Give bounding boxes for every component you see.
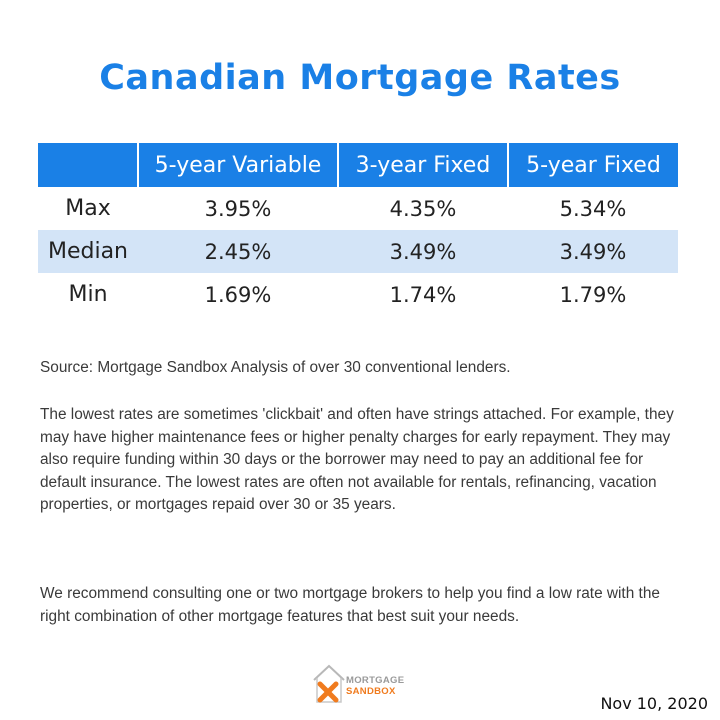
page-title: Canadian Mortgage Rates bbox=[99, 58, 621, 98]
logo-text-mortgage: MORTGAGE bbox=[346, 675, 405, 686]
recommendation-paragraph: We recommend consulting one or two mortg… bbox=[40, 585, 660, 625]
table-cell: 3.49% bbox=[508, 230, 678, 273]
row-label: Median bbox=[38, 230, 138, 273]
row-label: Max bbox=[65, 196, 111, 221]
table-row-min: Min 1.69% 1.74% 1.79% bbox=[38, 273, 678, 316]
table-cell: 3.49% bbox=[338, 230, 508, 273]
house-x-logo-icon bbox=[313, 664, 345, 703]
table-cell: 1.69% bbox=[204, 282, 272, 307]
table-cell: 5.34% bbox=[559, 196, 627, 221]
table-header-5yr-fixed: 5-year Fixed bbox=[507, 143, 678, 187]
table-header-row: 5-year Variable 3-year Fixed 5-year Fixe… bbox=[38, 143, 678, 187]
table-cell: 2.45% bbox=[138, 230, 338, 273]
disclaimer-paragraph: The lowest rates are sometimes 'clickbai… bbox=[40, 406, 674, 513]
publish-date: Nov 10, 2020 bbox=[600, 694, 708, 713]
row-label: Min bbox=[68, 282, 108, 307]
table-cell: 3.95% bbox=[204, 196, 272, 221]
table-header-5yr-variable: 5-year Variable bbox=[137, 143, 338, 187]
table-cell: 1.79% bbox=[559, 282, 627, 307]
table-row-median: Median 2.45% 3.49% 3.49% bbox=[38, 230, 678, 273]
mortgage-sandbox-logo: MORTGAGE SANDBOX bbox=[312, 662, 412, 708]
rates-table: 5-year Variable 3-year Fixed 5-year Fixe… bbox=[38, 143, 678, 316]
table-cell: 1.74% bbox=[389, 282, 457, 307]
table-header-blank bbox=[38, 143, 138, 187]
logo-text-sandbox: SANDBOX bbox=[346, 686, 396, 697]
table-cell: 4.35% bbox=[389, 196, 457, 221]
table-row-max: Max 3.95% 4.35% 5.34% bbox=[38, 187, 678, 230]
source-note: Source: Mortgage Sandbox Analysis of ove… bbox=[40, 359, 511, 376]
table-header-3yr-fixed: 3-year Fixed bbox=[337, 143, 508, 187]
